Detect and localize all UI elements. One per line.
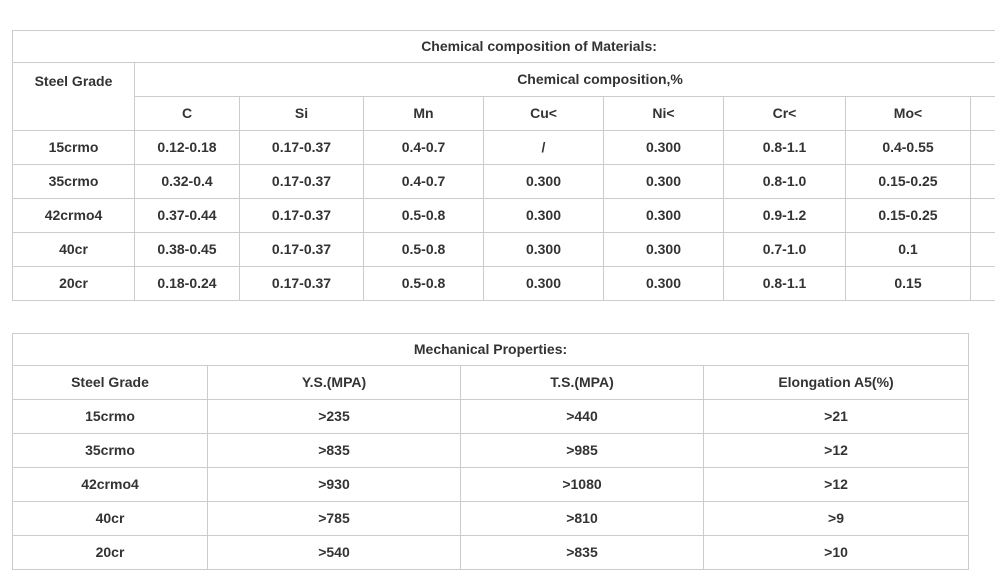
- steel-grade-cell: 40cr: [12, 501, 208, 536]
- steel-grade-cell: 15crmo: [12, 399, 208, 434]
- composition-value-cell: 0.300: [603, 198, 724, 233]
- column-header-cr: Cr<: [723, 96, 846, 131]
- composition-value-cell: 0.32-0.4: [134, 164, 240, 199]
- table-row: 40cr 0.38-0.45 0.17-0.37 0.5-0.8 0.300 0…: [12, 232, 995, 267]
- table-row: 20cr >540 >835 >10: [12, 535, 970, 570]
- mechanical-table-title: Mechanical Properties:: [11, 333, 970, 366]
- composition-value-cell: /: [483, 130, 604, 165]
- ts-value-cell: >440: [460, 399, 704, 434]
- composition-value-cell: [969, 266, 995, 301]
- composition-value-cell: 0.17-0.37: [239, 164, 364, 199]
- composition-value-cell: 0.37-0.44: [134, 198, 240, 233]
- steel-grade-header: Steel Grade: [12, 62, 135, 131]
- composition-value-cell: 0.300: [483, 164, 604, 199]
- composition-value-cell: 0.8-1.0: [723, 164, 846, 199]
- composition-value-cell: 0.15-0.25: [845, 198, 971, 233]
- composition-value-cell: 0.15-0.25: [845, 164, 971, 199]
- elongation-value-cell: >9: [702, 501, 970, 536]
- table-row: 15crmo 0.12-0.18 0.17-0.37 0.4-0.7 / 0.3…: [12, 130, 995, 165]
- composition-value-cell: 0.17-0.37: [239, 266, 364, 301]
- composition-value-cell: 0.17-0.37: [239, 130, 364, 165]
- composition-value-cell: 0.5-0.8: [363, 198, 484, 233]
- composition-value-cell: 0.300: [483, 198, 604, 233]
- steel-grade-cell: 35crmo: [12, 433, 208, 468]
- ts-value-cell: >835: [460, 535, 704, 570]
- steel-grade-cell: 15crmo: [12, 130, 135, 165]
- ys-value-cell: >785: [207, 501, 461, 536]
- column-header-si: Si: [239, 96, 364, 131]
- ts-value-cell: >1080: [460, 467, 704, 502]
- composition-value-cell: 0.18-0.24: [134, 266, 240, 301]
- composition-value-cell: [969, 198, 995, 233]
- table-row: 42crmo4 >930 >1080 >12: [12, 467, 970, 502]
- table-title-row: Mechanical Properties:: [11, 333, 970, 366]
- steel-grade-cell: 42crmo4: [12, 198, 135, 233]
- composition-value-cell: 0.300: [603, 232, 724, 267]
- composition-value-cell: 0.5-0.8: [363, 232, 484, 267]
- column-header-mn: Mn: [363, 96, 484, 131]
- elongation-value-cell: >10: [702, 535, 970, 570]
- column-header-elongation: Elongation A5(%): [702, 365, 970, 400]
- elongation-value-cell: >12: [702, 433, 970, 468]
- table-row: 40cr >785 >810 >9: [12, 501, 970, 536]
- elongation-value-cell: >12: [702, 467, 970, 502]
- column-header-cu: Cu<: [483, 96, 604, 131]
- column-header-steel-grade: Steel Grade: [12, 365, 208, 400]
- composition-value-cell: 0.9-1.2: [723, 198, 846, 233]
- table-row: 35crmo 0.32-0.4 0.17-0.37 0.4-0.7 0.300 …: [12, 164, 995, 199]
- composition-group-header: Chemical composition,%: [133, 62, 995, 97]
- composition-value-cell: 0.5-0.8: [363, 266, 484, 301]
- ys-value-cell: >235: [207, 399, 461, 434]
- composition-value-cell: 0.4-0.7: [363, 130, 484, 165]
- ys-value-cell: >540: [207, 535, 461, 570]
- composition-value-cell: 0.17-0.37: [239, 232, 364, 267]
- column-header-ts: T.S.(MPA): [460, 365, 704, 400]
- table-row: 20cr 0.18-0.24 0.17-0.37 0.5-0.8 0.300 0…: [12, 266, 995, 301]
- column-header-mo: Mo<: [845, 96, 971, 131]
- table-row: 42crmo4 0.37-0.44 0.17-0.37 0.5-0.8 0.30…: [12, 198, 995, 233]
- mechanical-properties-table: Mechanical Properties: Steel Grade Y.S.(…: [11, 333, 970, 570]
- composition-value-cell: 0.1: [845, 232, 971, 267]
- column-header-c: C: [134, 96, 240, 131]
- composition-value-cell: [969, 130, 995, 165]
- composition-value-cell: 0.8-1.1: [723, 266, 846, 301]
- ys-value-cell: >930: [207, 467, 461, 502]
- composition-value-cell: 0.300: [603, 164, 724, 199]
- steel-grade-cell: 20cr: [12, 266, 135, 301]
- composition-value-cell: [969, 164, 995, 199]
- ys-value-cell: >835: [207, 433, 461, 468]
- composition-value-cell: 0.4-0.55: [845, 130, 971, 165]
- elongation-value-cell: >21: [702, 399, 970, 434]
- composition-value-cell: 0.300: [483, 232, 604, 267]
- composition-value-cell: 0.8-1.1: [723, 130, 846, 165]
- mechanical-header-row: Steel Grade Y.S.(MPA) T.S.(MPA) Elongati…: [12, 365, 970, 400]
- composition-value-cell: 0.17-0.37: [239, 198, 364, 233]
- ts-value-cell: >810: [460, 501, 704, 536]
- group-header-row: Steel Grade Chemical composition,%: [12, 62, 995, 131]
- table-title-row: Chemical composition of Materials:: [11, 30, 995, 63]
- composition-value-cell: 0.12-0.18: [134, 130, 240, 165]
- ts-value-cell: >985: [460, 433, 704, 468]
- composition-value-cell: 0.38-0.45: [134, 232, 240, 267]
- column-header-ni: Ni<: [603, 96, 724, 131]
- column-header-ys: Y.S.(MPA): [207, 365, 461, 400]
- chemical-composition-table: Chemical composition of Materials: Steel…: [11, 30, 995, 301]
- steel-grade-cell: 35crmo: [12, 164, 135, 199]
- steel-grade-cell: 42crmo4: [12, 467, 208, 502]
- composition-value-cell: [969, 232, 995, 267]
- composition-value-cell: 0.4-0.7: [363, 164, 484, 199]
- column-header-clipped: [969, 96, 995, 131]
- composition-value-cell: 0.300: [603, 266, 724, 301]
- element-header-row: C Si Mn Cu< Ni< Cr< Mo<: [13, 96, 995, 131]
- composition-table-title: Chemical composition of Materials:: [11, 30, 995, 63]
- composition-value-cell: 0.15: [845, 266, 971, 301]
- composition-value-cell: 0.300: [603, 130, 724, 165]
- steel-grade-cell: 40cr: [12, 232, 135, 267]
- table-row: 15crmo >235 >440 >21: [12, 399, 970, 434]
- composition-value-cell: 0.7-1.0: [723, 232, 846, 267]
- steel-grade-cell: 20cr: [12, 535, 208, 570]
- composition-value-cell: 0.300: [483, 266, 604, 301]
- table-row: 35crmo >835 >985 >12: [12, 433, 970, 468]
